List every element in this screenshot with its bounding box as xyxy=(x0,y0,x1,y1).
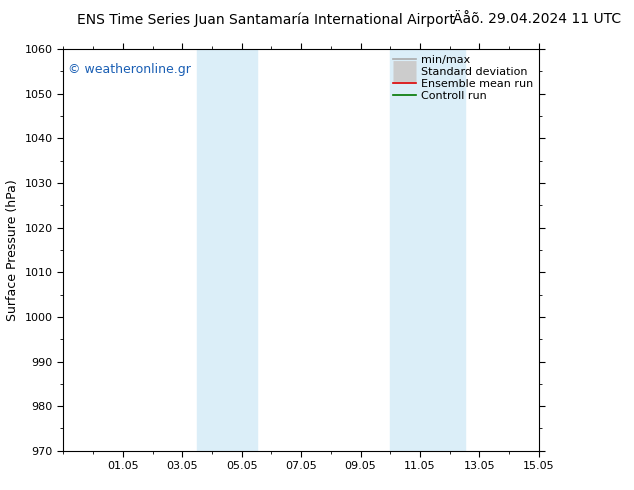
Bar xyxy=(391,49,465,451)
Y-axis label: Surface Pressure (hPa): Surface Pressure (hPa) xyxy=(6,179,19,321)
Text: © weatheronline.gr: © weatheronline.gr xyxy=(68,63,191,76)
Text: Äåõ. 29.04.2024 11 UTC: Äåõ. 29.04.2024 11 UTC xyxy=(453,12,621,26)
Bar xyxy=(197,49,257,451)
Text: ENS Time Series Juan Santamaría International Airport: ENS Time Series Juan Santamaría Internat… xyxy=(77,12,455,27)
Legend: min/max, Standard deviation, Ensemble mean run, Controll run: min/max, Standard deviation, Ensemble me… xyxy=(393,54,533,101)
